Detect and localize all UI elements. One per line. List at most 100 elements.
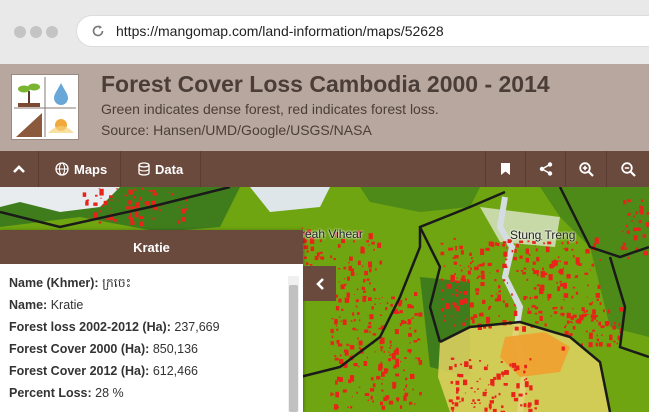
data-button[interactable]: Data [121, 151, 200, 187]
forest-loss-patch [643, 250, 649, 256]
forest-loss-patch [363, 278, 366, 283]
forest-loss-patch [563, 299, 565, 301]
forest-loss-patch [484, 389, 487, 391]
forest-loss-patch [144, 202, 146, 205]
forest-loss-patch [505, 247, 508, 249]
forest-loss-patch [453, 303, 457, 308]
attribute-value: ក្រចេះ [102, 276, 132, 290]
forest-loss-patch [334, 355, 337, 357]
address-bar[interactable]: https://mangomap.com/land-information/ma… [76, 15, 649, 47]
forest-loss-patch [556, 282, 558, 284]
forest-loss-patch [483, 366, 488, 371]
forest-loss-patch [367, 325, 372, 329]
forest-loss-patch [130, 206, 135, 210]
forest-loss-patch [465, 318, 467, 320]
forest-loss-patch [473, 406, 476, 408]
forest-loss-patch [477, 388, 479, 390]
forest-loss-patch [403, 388, 405, 391]
forest-loss-patch [540, 238, 543, 240]
forest-loss-patch [463, 267, 465, 269]
reload-icon[interactable] [91, 24, 105, 38]
forest-loss-patch [362, 287, 366, 290]
forest-loss-patch [547, 293, 552, 299]
forest-loss-patch [140, 221, 144, 227]
forest-loss-patch [547, 241, 552, 245]
forest-loss-patch [572, 326, 576, 330]
collapse-panel-button[interactable] [303, 266, 336, 301]
forest-loss-patch [374, 351, 376, 353]
forest-loss-patch [604, 321, 610, 326]
forest-loss-patch [596, 334, 598, 337]
forest-loss-patch [340, 284, 345, 290]
collapse-header-button[interactable] [0, 151, 38, 187]
share-button[interactable] [526, 151, 565, 187]
forest-loss-patch [418, 312, 423, 317]
forest-loss-patch [98, 221, 102, 224]
forest-loss-patch [113, 218, 117, 222]
forest-loss-patch [310, 246, 315, 252]
forest-loss-patch [379, 303, 381, 304]
forest-loss-patch [356, 391, 358, 394]
forest-loss-patch [410, 373, 415, 379]
forest-loss-patch [396, 311, 400, 314]
forest-loss-patch [109, 195, 113, 198]
forest-loss-patch [534, 407, 537, 410]
zoom-out-button[interactable] [607, 151, 649, 187]
forest-loss-patch [368, 322, 372, 325]
forest-loss-patch [353, 363, 358, 367]
forest-loss-patch [393, 353, 395, 356]
forest-loss-patch [139, 216, 144, 219]
forest-loss-patch [185, 198, 188, 202]
attribute-label: Name: [9, 298, 48, 312]
forest-loss-patch [524, 364, 527, 369]
forest-loss-patch [456, 277, 458, 279]
bookmark-icon [501, 163, 510, 175]
forest-loss-patch [585, 248, 590, 254]
forest-loss-patch [562, 314, 565, 317]
forest-loss-patch [554, 260, 558, 266]
forest-loss-patch [178, 206, 180, 208]
window-dot [30, 26, 42, 38]
forest-loss-patch [453, 324, 456, 327]
forest-loss-patch [380, 346, 384, 349]
forest-loss-patch [409, 342, 411, 344]
forest-loss-patch [448, 247, 451, 251]
forest-loss-patch [102, 205, 105, 207]
bookmark-button[interactable] [486, 151, 525, 187]
forest-loss-patch [141, 187, 144, 190]
forest-loss-patch [627, 199, 631, 203]
forest-loss-patch [399, 405, 403, 409]
forest-loss-patch [440, 278, 444, 281]
forest-loss-patch [481, 274, 485, 280]
panel-scrollbar[interactable] [289, 285, 298, 412]
forest-loss-patch [364, 329, 369, 333]
forest-loss-patch [134, 211, 139, 218]
url-text[interactable]: https://mangomap.com/land-information/ma… [116, 23, 444, 39]
forest-loss-patch [360, 246, 364, 249]
zoom-in-icon [578, 161, 594, 177]
forest-loss-patch [396, 397, 400, 401]
forest-loss-patch [547, 298, 550, 301]
attribute-row: Forest Cover 2000 (Ha): 850,136 [9, 342, 284, 364]
forest-loss-patch [488, 306, 491, 310]
forest-loss-patch [619, 328, 622, 331]
forest-loss-patch [628, 213, 631, 216]
maps-button[interactable]: Maps [39, 151, 120, 187]
forest-loss-patch [599, 342, 603, 347]
forest-loss-patch [626, 230, 630, 234]
attribute-value: 237,669 [174, 320, 220, 334]
forest-loss-patch [316, 252, 320, 257]
forest-loss-patch [493, 376, 496, 380]
forest-loss-patch [500, 410, 505, 412]
forest-loss-patch [469, 252, 472, 256]
forest-loss-patch [539, 315, 543, 321]
forest-loss-patch [347, 276, 350, 281]
forest-loss-patch [606, 343, 611, 347]
forest-loss-patch [634, 235, 638, 239]
forest-loss-patch [489, 305, 492, 308]
forest-loss-patch [364, 290, 367, 293]
forest-loss-patch [505, 258, 508, 261]
forest-loss-patch [358, 340, 363, 346]
forest-loss-patch [581, 343, 583, 346]
zoom-in-button[interactable] [566, 151, 606, 187]
